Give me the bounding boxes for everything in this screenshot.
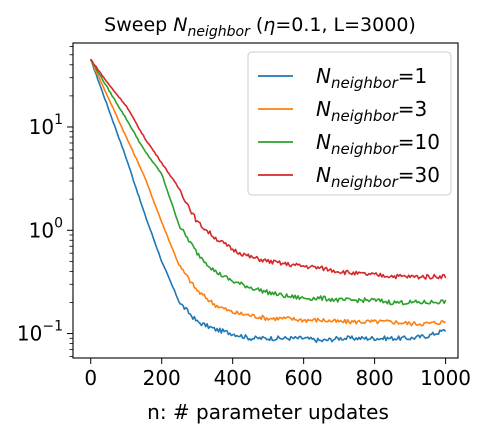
- series-line-1: [89, 58, 447, 344]
- title-variable: N: [173, 14, 187, 36]
- series-line-2: [90, 59, 446, 327]
- series-line-4: [90, 58, 447, 280]
- y-tick-label: 100: [29, 215, 63, 242]
- series-line-3: [90, 59, 447, 306]
- title-variable-subscript: neighbor: [187, 24, 251, 40]
- x-tick-label: 200: [143, 366, 181, 390]
- x-axis: 0 200 400 600 800 1000: [84, 358, 471, 390]
- y-tick-label: 101: [29, 112, 63, 139]
- legend-label: Nneighbor=3: [316, 97, 427, 125]
- axes-frame: [72, 42, 459, 359]
- title-eta-symbol: η: [263, 14, 275, 36]
- y-axis: 10−1 100 101: [17, 46, 73, 357]
- x-tick-label: 1000: [420, 366, 471, 390]
- legend-label: Nneighbor=30: [316, 163, 440, 191]
- x-axis-label: n: # parameter updates: [147, 400, 389, 424]
- legend-label: Nneighbor=1: [316, 64, 427, 92]
- x-tick-label: 0: [84, 366, 97, 390]
- title-suffix: =0.1, L=3000): [275, 14, 416, 36]
- legend-box: [247, 51, 452, 196]
- x-tick-label: 400: [214, 366, 252, 390]
- chart-title: Sweep Nneighbor (η=0.1, L=3000): [104, 14, 416, 40]
- title-mid: (: [250, 14, 263, 36]
- title-prefix: Sweep: [104, 14, 173, 36]
- series-layer: [89, 58, 447, 344]
- x-tick-label: 800: [356, 366, 394, 390]
- x-tick-label: 600: [285, 366, 323, 390]
- legend-label: Nneighbor=10: [316, 130, 440, 158]
- y-tick-label: 10−1: [17, 319, 63, 346]
- legend: Nneighbor=1 Nneighbor=3 Nneighbor=10 Nneigh…: [247, 51, 452, 196]
